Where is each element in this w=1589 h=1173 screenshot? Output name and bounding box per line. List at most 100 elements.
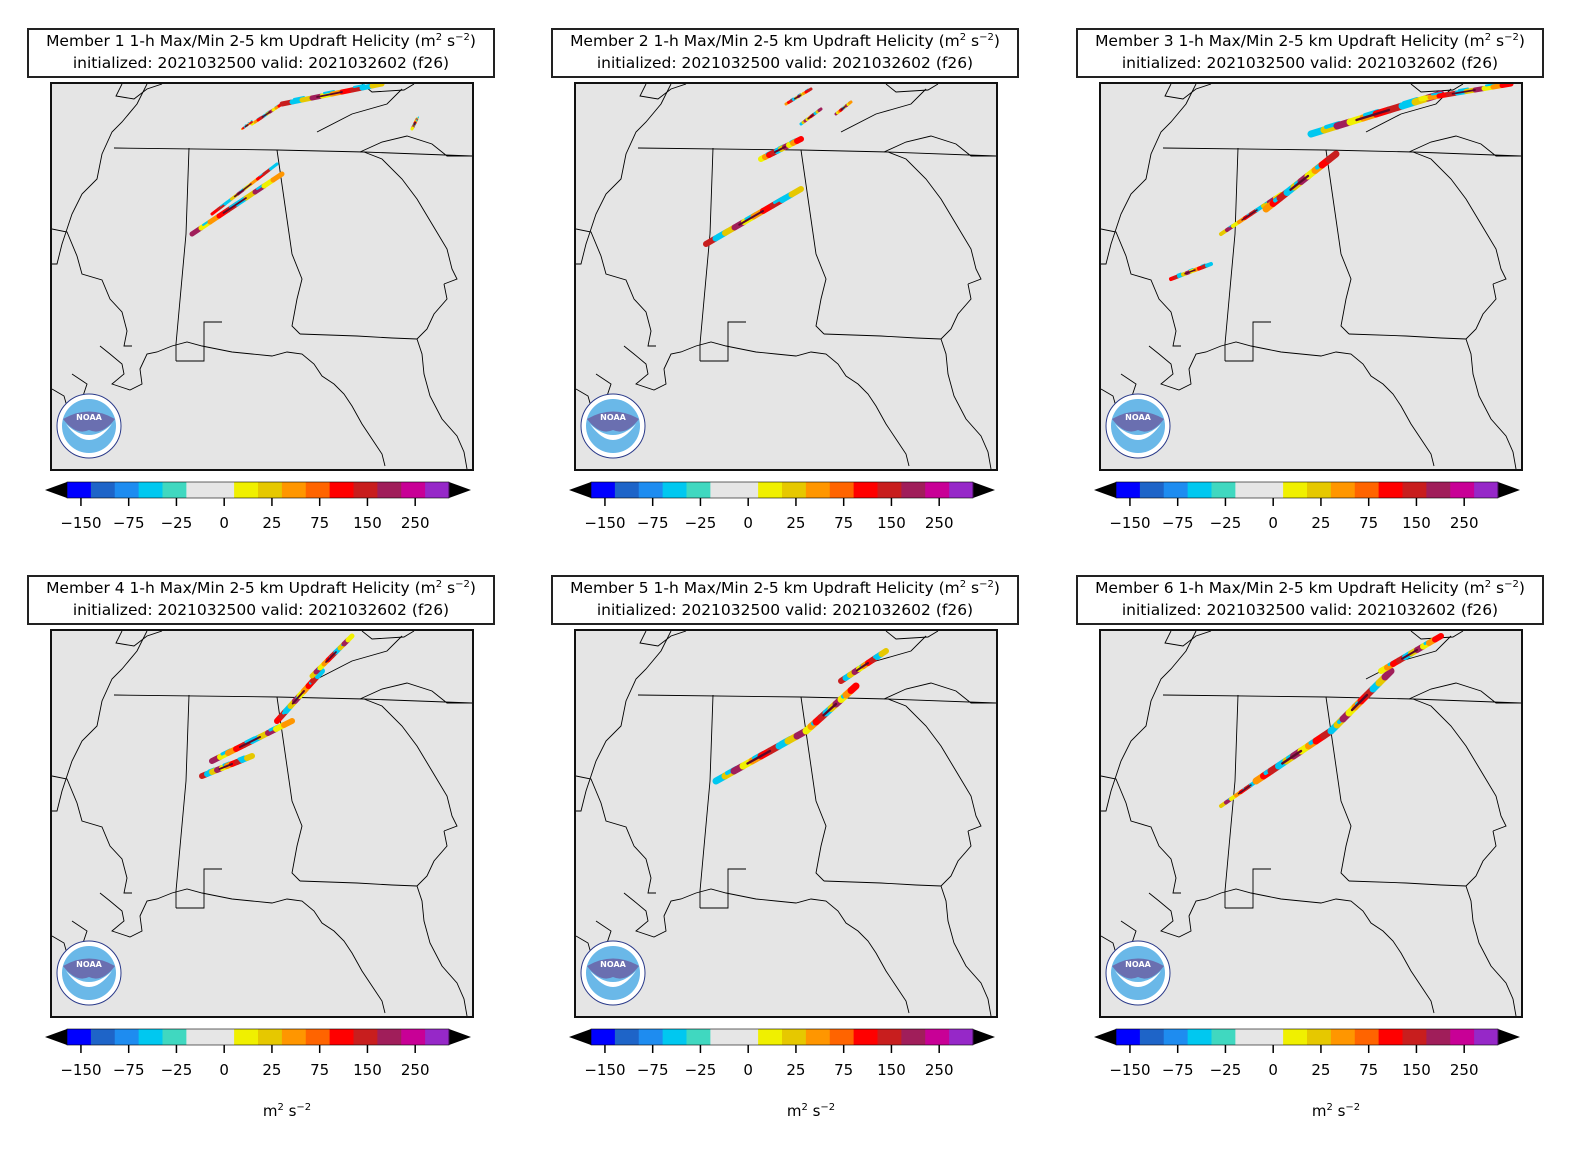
colorbar-tick-label: −150 [584,1061,625,1079]
colorbar-segment [662,1029,687,1045]
colorbar-tick-label: 150 [877,1061,906,1079]
colorbar-segment [901,482,926,498]
title-line-2: initialized: 2021032500 valid: 202103260… [72,54,450,72]
colorbar-tick-label: −75 [113,1061,145,1079]
state-boundary [800,696,827,882]
colorbar-tick-label: 75 [1359,1061,1378,1079]
colorbar-segment [329,482,354,498]
colorbar-segment [614,482,640,498]
panel-title: Member 3 1-h Max/Min 2-5 km Updraft Heli… [1076,28,1544,78]
unit-part: ) [469,32,476,50]
colorbar-segment [67,1029,92,1045]
helicity-swath [353,84,365,88]
state-boundary [1408,135,1521,157]
helicity-swath-core [1350,693,1369,712]
helicity-swath-core [774,146,786,153]
basemap: NOAA [576,84,996,469]
colorbar-under-arrow [1094,1029,1116,1045]
state-boundary [576,631,672,812]
unit-exponent: 2 [1484,31,1492,43]
member-panel: Member 4 1-h Max/Min 2-5 km Updraft Heli… [27,575,507,1135]
unit-exponent: 2 [435,578,443,590]
state-boundary [359,135,472,157]
colorbar-tick-label: 75 [310,514,329,532]
state-boundary [1164,84,1212,100]
helicity-swath [794,136,804,144]
state-boundary [1162,694,1521,704]
colorbar-segment [829,482,855,498]
unit-part: ) [469,579,476,597]
colorbar-segment [1187,482,1212,498]
colorbar-segment [614,1029,640,1045]
colorbar-segment [67,482,92,498]
state-boundary [1465,283,1497,340]
member-panel: Member 3 1-h Max/Min 2-5 km Updraft Heli… [1076,28,1556,588]
colorbar-segment [186,482,211,498]
colorbar-tick-label: 25 [1311,1061,1330,1079]
colorbar-segment [305,1029,331,1045]
state-boundary [940,830,972,887]
colorbar-segment [377,1029,402,1045]
colorbar-over-arrow [1498,1029,1520,1045]
state-boundary [363,151,458,285]
state-boundary [1348,880,1467,887]
colorbar-segment [901,1029,926,1045]
state-boundary [1465,885,1517,1016]
member-panel: Member 2 1-h Max/Min 2-5 km Updraft Heli… [551,28,1031,588]
member-label: Member 4 [46,579,125,597]
colorbar-segment [425,482,450,498]
title-line-1: Member 5 1-h Max/Min 2-5 km Updraft Heli… [553,577,1017,599]
helicity-swath-core [222,197,247,214]
state-boundary [175,694,190,908]
helicity-swath [281,718,295,728]
unit-exponent: 2 [1484,578,1492,590]
colorbar-segment [1211,482,1236,498]
colorbar-segment [234,1029,259,1045]
colorbar-unit-label: m2 s−2 [1311,1102,1361,1120]
colorbar-segment [401,1029,426,1045]
helicity-swath [250,119,253,122]
colorbar-over-arrow [1498,482,1520,498]
helicity-swath-core [1237,784,1252,795]
noaa-logo-icon: NOAA [1105,393,1171,459]
state-boundary [1325,149,1352,335]
colorbar-segment [234,482,259,498]
map-area: NOAA [50,629,474,1018]
helicity-swath-core [1289,174,1310,191]
colorbar-segment [258,482,283,498]
helicity-swath [293,96,305,100]
member-label: Member 5 [570,579,649,597]
colorbar-over-arrow [973,1029,995,1045]
helicity-swath-core [855,662,869,672]
state-boundary [576,775,656,894]
helicity-swath [417,116,419,119]
member-label: Member 2 [570,32,649,50]
helicity-swath-core [1451,89,1476,95]
colorbar-segment [686,1029,711,1045]
map-area: NOAA [1099,82,1523,471]
helicity-swath [805,88,809,91]
colorbar-segment [1211,1029,1236,1045]
helicity-swath [847,682,860,694]
colorbar-segment [1354,1029,1380,1045]
helicity-swath-core [239,736,261,748]
helicity-swath [807,87,813,92]
state-boundary [576,228,656,347]
helicity-swath [1325,150,1340,163]
helicity-swath [848,100,853,105]
helicity-swath [1458,87,1469,91]
colorbar-tick-label: 25 [262,514,281,532]
colorbar-segment [805,482,831,498]
colorbar-tick-label: 25 [786,1061,805,1079]
helicity-swath [1205,262,1213,268]
state-boundary [885,84,939,93]
unit-part: s [966,32,980,50]
helicity-swath-core [1355,108,1391,122]
colorbar-tick-label: 25 [262,1061,281,1079]
colorbar-tick-label: 150 [1402,514,1431,532]
colorbar-segment [734,482,759,498]
colorbar-tick-label: 250 [1450,514,1479,532]
state-boundary [1465,338,1517,469]
helicity-swath-core [794,94,802,100]
unit-part: ) [1518,32,1525,50]
